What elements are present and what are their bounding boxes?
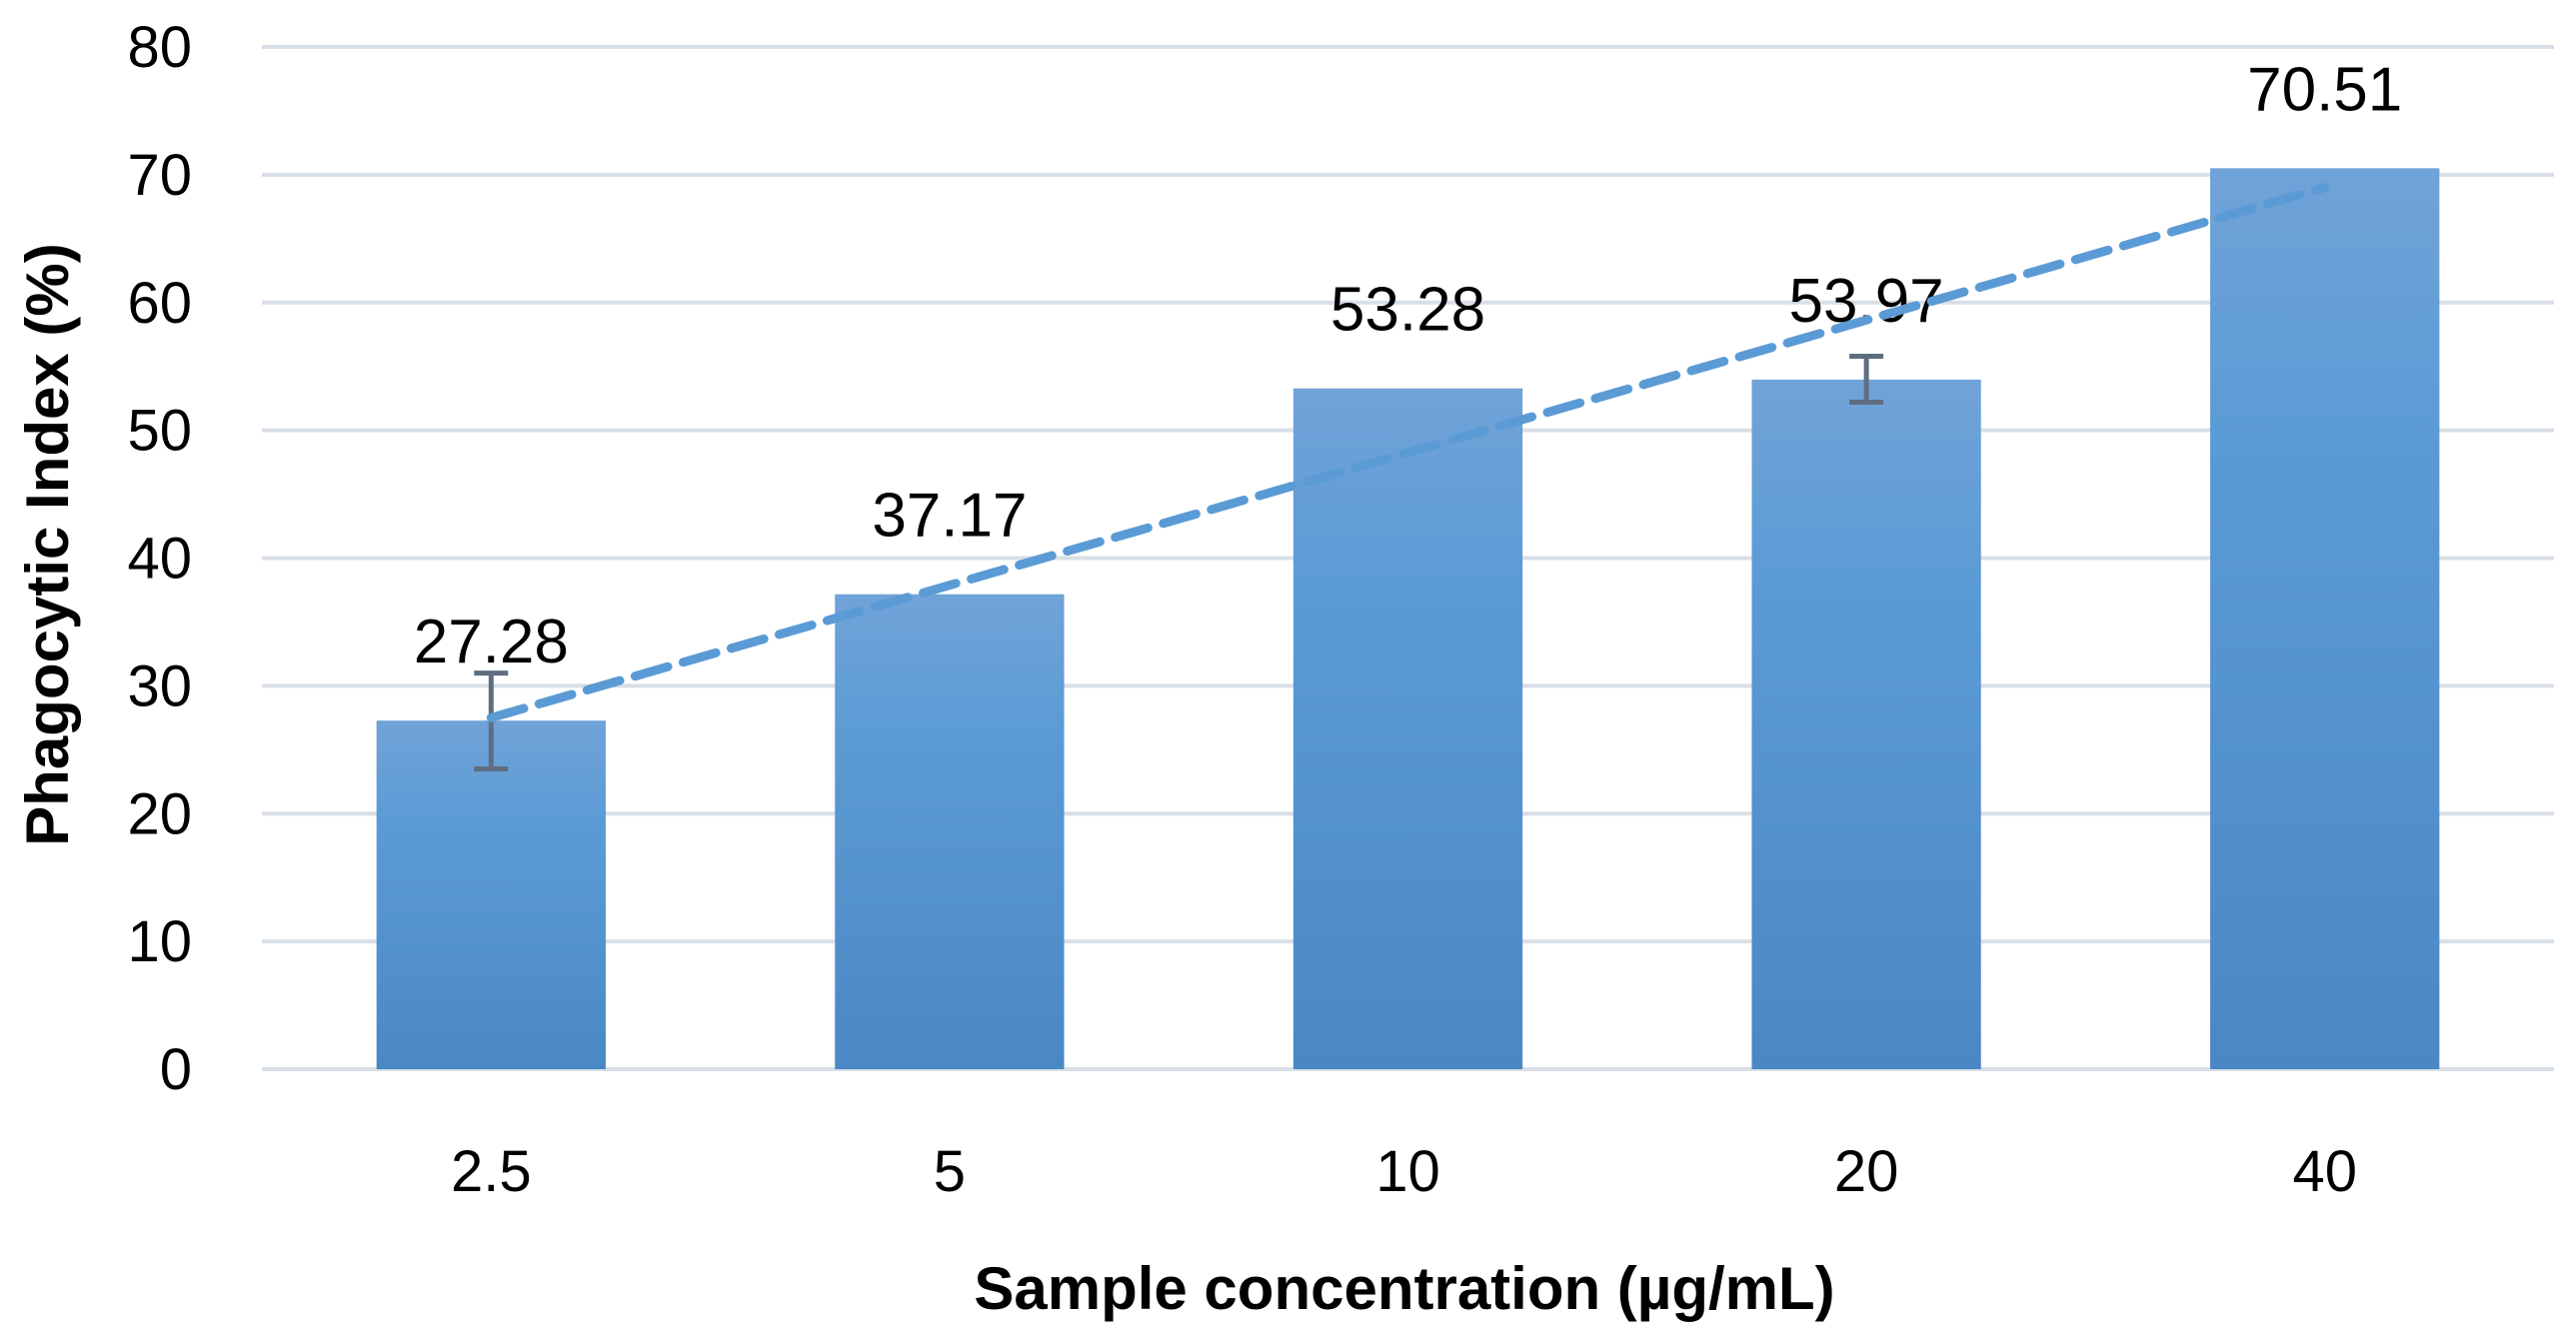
y-tick-label-50: 50 (127, 399, 192, 464)
data-label-5: 37.17 (872, 482, 1027, 551)
bar-40 (2210, 168, 2440, 1069)
bar-20 (1751, 379, 1981, 1069)
y-axis-tick-labels: 0 10 20 30 40 50 60 70 80 (127, 15, 192, 1102)
trendline-linear (486, 183, 2330, 722)
x-tick-label-10: 10 (1375, 1139, 1440, 1204)
error-bars (474, 353, 1884, 771)
x-tick-label-40: 40 (2292, 1139, 2357, 1204)
y-tick-label-40: 40 (127, 527, 192, 592)
x-tick-label-20: 20 (1834, 1139, 1899, 1204)
bar-2.5 (376, 720, 606, 1069)
y-tick-label-20: 20 (127, 781, 192, 846)
x-axis-title: Sample concentration (µg/mL) (974, 1255, 1834, 1322)
trendline (486, 183, 2330, 722)
y-tick-label-70: 70 (127, 143, 192, 208)
y-tick-label-10: 10 (127, 909, 192, 974)
y-tick-label-60: 60 (127, 271, 192, 336)
data-label-10: 53.28 (1330, 276, 1485, 345)
data-label-40: 70.51 (2247, 55, 2402, 124)
bars (376, 168, 2440, 1069)
x-tick-label-2.5: 2.5 (451, 1139, 532, 1204)
y-axis-title: Phagocytic Index (%) (14, 243, 81, 845)
data-label-20: 53.97 (1789, 267, 1944, 336)
x-axis-tick-labels: 2.5 5 10 20 40 (451, 1139, 2357, 1204)
y-tick-label-80: 80 (127, 15, 192, 80)
error-bar-20 (1849, 353, 1884, 405)
y-tick-label-0: 0 (160, 1037, 192, 1102)
bar-5 (835, 594, 1065, 1069)
data-label-2.5: 27.28 (414, 608, 569, 676)
y-tick-label-30: 30 (127, 654, 192, 718)
bar-10 (1292, 388, 1523, 1069)
x-tick-label-5: 5 (934, 1139, 966, 1204)
